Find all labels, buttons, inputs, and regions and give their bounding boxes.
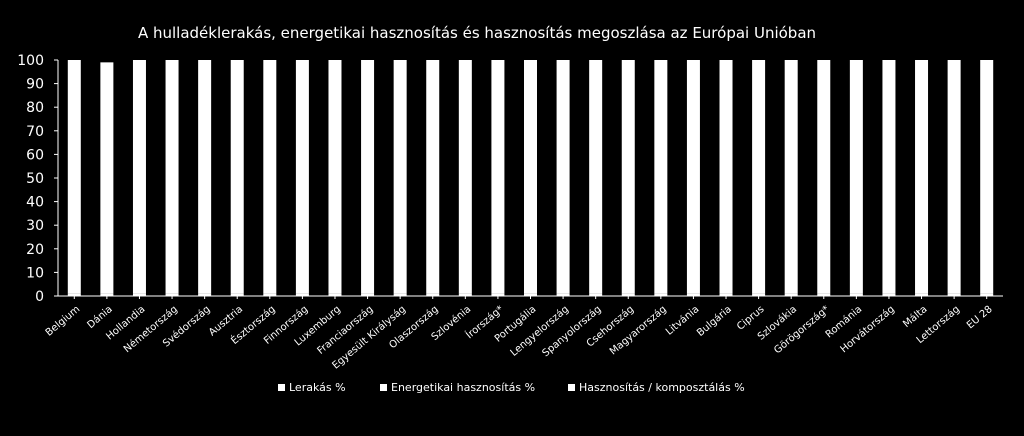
bar-segment-lerakas (458, 293, 472, 296)
bar-segment-lerakas (589, 293, 603, 296)
bar-segment-hasznositas (589, 60, 603, 294)
y-tick-label: 20 (26, 242, 44, 258)
bar-segment-hasznositas (882, 60, 896, 294)
y-tick-label: 90 (26, 77, 44, 93)
bar-segment-hasznositas (719, 60, 733, 294)
bar-segment-hasznositas (263, 60, 277, 294)
bar-segment-hasznositas (752, 60, 766, 294)
bar-segment-hasznositas (556, 60, 570, 294)
bar-segment-lerakas (947, 293, 961, 296)
bar-segment-hasznositas (849, 60, 863, 294)
legend-swatch (278, 384, 285, 391)
x-tick-label: Bulgária (694, 303, 733, 339)
bar-segment-lerakas (230, 293, 244, 296)
y-tick-label: 0 (35, 289, 44, 305)
bar-segment-lerakas (328, 293, 342, 296)
x-tick-label: Belgium (44, 304, 82, 339)
legend-label: Energetikai hasznosítás % (391, 381, 536, 394)
bar-segment-hasznositas (100, 62, 114, 294)
bar-segment-hasznositas (491, 60, 505, 294)
legend-item-energetikai: Energetikai hasznosítás % (380, 381, 535, 394)
bar-segment-lerakas (784, 293, 798, 296)
x-tick-label: Horvátország (838, 303, 897, 355)
legend-label: Lerakás % (289, 381, 346, 394)
bar-segment-lerakas (100, 293, 114, 296)
bar-segment-lerakas (654, 293, 668, 296)
bar-segment-hasznositas (165, 60, 179, 294)
legend-item-lerakas: Lerakás % (278, 381, 346, 394)
y-tick-label: 70 (26, 124, 44, 140)
legend-swatch (568, 384, 575, 391)
y-tick-label: 30 (26, 218, 44, 234)
legend-item-hasznositas: Hasznosítás / komposztálás % (568, 381, 745, 394)
bar-segment-lerakas (491, 293, 505, 296)
legend-label: Hasznosítás / komposztálás % (579, 381, 745, 394)
bar-segment-hasznositas (328, 60, 342, 294)
y-tick-label: 10 (26, 265, 44, 281)
x-tick-label: Dánia (85, 303, 115, 331)
bar-segment-hasznositas (654, 60, 668, 294)
bar-segment-hasznositas (295, 60, 309, 294)
bar-segment-lerakas (426, 293, 440, 296)
bar-segment-lerakas (132, 293, 146, 296)
bar-segment-hasznositas (393, 60, 407, 294)
bar-segment-lerakas (817, 293, 831, 296)
bar-segment-lerakas (198, 293, 212, 296)
bar-segment-lerakas (263, 293, 277, 296)
bar-segment-lerakas (621, 293, 635, 296)
bar-segment-hasznositas (524, 60, 537, 294)
bar-segment-hasznositas (621, 60, 635, 294)
bar-segment-lerakas (67, 293, 81, 296)
bar-segment-lerakas (719, 293, 733, 296)
bar-segment-hasznositas (947, 60, 961, 294)
bar-segment-lerakas (165, 293, 179, 296)
bar-segment-hasznositas (198, 60, 212, 294)
bar-segment-hasznositas (230, 60, 244, 294)
bar-segment-lerakas (915, 293, 929, 296)
x-tick-label: Lengyelország (508, 303, 571, 359)
bar-segment-hasznositas (686, 60, 700, 294)
x-tick-label: Magyarország (607, 303, 669, 357)
bar-segment-lerakas (882, 293, 896, 296)
bar-segment-lerakas (295, 293, 309, 296)
bar-segment-lerakas (849, 293, 863, 296)
x-tick-label: Franciaország (315, 303, 376, 357)
x-tick-label: Spanyolország (540, 303, 604, 359)
legend-swatch (380, 384, 387, 391)
y-tick-label: 80 (26, 100, 44, 116)
bar-segment-lerakas (393, 293, 407, 296)
bar-segment-hasznositas (915, 60, 929, 294)
bar-segment-lerakas (361, 293, 375, 296)
y-tick-label: 40 (26, 195, 44, 211)
x-tick-label: Németország (121, 303, 180, 355)
bar-segment-hasznositas (980, 60, 994, 294)
bar-segment-hasznositas (426, 60, 440, 294)
bar-segment-hasznositas (458, 60, 472, 294)
bar-segment-hasznositas (784, 60, 798, 294)
y-tick-label: 50 (26, 171, 44, 187)
bar-segment-hasznositas (817, 60, 831, 294)
bar-segment-lerakas (686, 293, 700, 296)
x-tick-label: Görögország* (772, 303, 832, 356)
bar-segment-hasznositas (132, 60, 146, 294)
chart-title: A hulladéklerakás, energetikai hasznosít… (137, 24, 817, 42)
bar-segment-lerakas (752, 293, 766, 296)
bar-segment-lerakas (524, 293, 537, 296)
y-tick-label: 100 (17, 53, 44, 69)
bar-segment-lerakas (556, 293, 570, 296)
y-tick-label: 60 (26, 147, 44, 163)
x-tick-label: Málta (901, 303, 930, 330)
bar-segment-lerakas (980, 293, 994, 296)
bar-segment-hasznositas (361, 60, 375, 294)
x-tick-label: EU 28 (965, 304, 995, 331)
bar-segment-hasznositas (67, 60, 81, 294)
